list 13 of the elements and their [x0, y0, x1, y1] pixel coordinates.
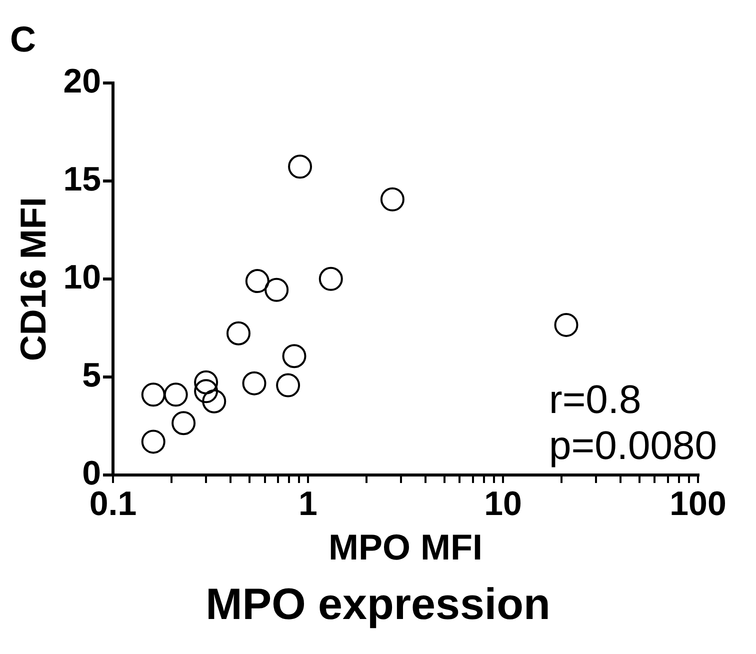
chart-title: C	[10, 18, 36, 60]
x-tick-label: 100	[670, 484, 726, 523]
annotation: r=0.8	[549, 378, 642, 422]
x-tick-label: 10	[484, 484, 522, 523]
x-axis-title: MPO MFI	[328, 526, 482, 568]
y-tick-label: 15	[63, 160, 102, 199]
y-axis-title: CD16 MFI	[12, 197, 54, 362]
y-tick-label: 10	[63, 258, 102, 296]
annotation: p=0.0080	[549, 424, 717, 468]
x-tick-label: 1	[298, 484, 318, 523]
text: MPO expression	[204, 579, 552, 631]
y-tick-label: 20	[63, 62, 102, 101]
y-tick-label: 5	[82, 356, 102, 394]
